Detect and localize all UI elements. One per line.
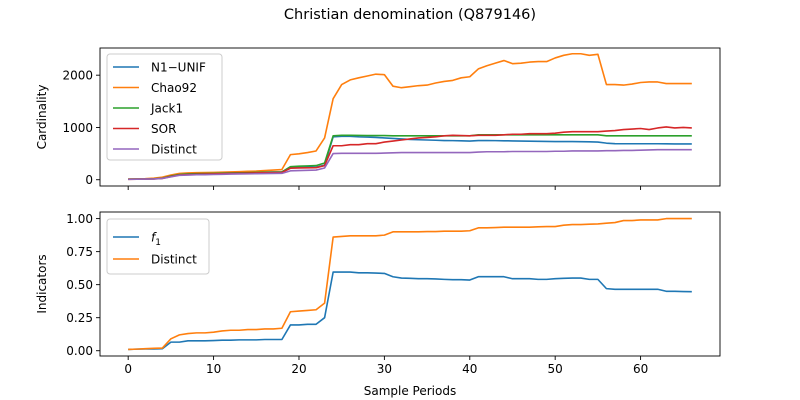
chart-0-y-tick-label: 0 [85,173,93,187]
chart-1-x-tick-label: 0 [124,362,132,376]
chart-1-y-axis-label: Indicators [35,254,49,313]
chart-1-x-tick-label: 40 [462,362,477,376]
chart-1-x-tick-label: 60 [633,362,648,376]
chart-0-legend: N1−UNIF Chao92 Jack1 SOR Distinct [106,53,223,161]
chart-1-x-tick-label: 10 [206,362,221,376]
chart-0-series-distinct-line [128,148,692,181]
chart-1-legend-label-distinct: Distinct [151,252,197,266]
chart-1-y-tick-label: 1.00 [66,212,93,226]
chart-1-frame [99,211,721,357]
chart-0-legend-label-n1-unif: N1−UNIF [151,60,206,74]
chart-1-y-tick-label: 0.75 [66,245,93,259]
chart-0-legend-label-distinct: Distinct [151,142,197,156]
chart-1-x-tick-label: 20 [291,362,306,376]
chart-0-legend-label-jack1: Jack1 [150,101,183,115]
chart-1-y-tick-label: 0.25 [66,311,93,325]
chart-1-y-tick-label: 0.00 [66,344,93,358]
chart-0-frame [99,47,721,187]
chart-1-legend-box [106,218,210,275]
figure-title: Christian denomination (Q879146) [284,7,536,23]
chart-0-series-chao92-line [128,52,692,180]
chart-1-x-tick-label: 50 [548,362,563,376]
chart-0-y-tick-label: 1000 [62,121,93,135]
chart-0-legend-box [106,53,223,161]
chart-1-y-tick-label: 0.50 [66,278,93,292]
cardinality-plot: 0 1000 2000 Cardinality N1−UNIF Chao92 Jack1 SO… [35,47,721,190]
chart-0-legend-label-sor: SOR [151,122,176,136]
chart-0-legend-label-chao92: Chao92 [151,81,197,95]
indicators-plot: 0 10 20 30 40 50 60 0.00 0.25 0.50 0.75 1.00 Indicat… [35,211,721,398]
chart-1-x-tick-label: 30 [377,362,392,376]
chart-0-y-axis-label: Cardinality [35,85,49,150]
chart-1-legend: f1 Distinct [106,218,210,275]
chart-1-legend-label-f1: f1 [151,230,161,248]
chart-1-series-f1-line [128,271,692,351]
chart-0-y-tick-label: 2000 [62,68,93,82]
chart-1-series-distinct-line [128,217,692,351]
chart-1-x-axis-label: Sample Periods [364,384,456,398]
